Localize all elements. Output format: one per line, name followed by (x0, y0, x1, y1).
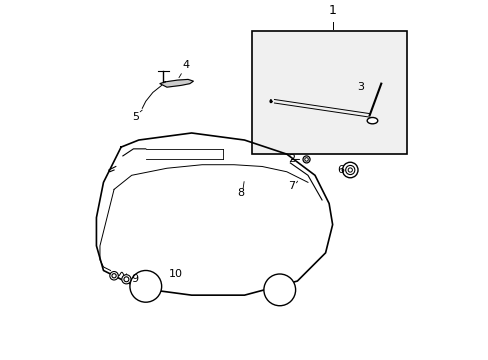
Circle shape (112, 274, 116, 278)
Text: 2: 2 (288, 154, 295, 165)
Text: 9: 9 (131, 274, 139, 284)
Circle shape (122, 275, 131, 284)
Text: 1: 1 (328, 4, 336, 17)
Circle shape (304, 158, 307, 161)
Circle shape (123, 277, 129, 282)
FancyBboxPatch shape (251, 31, 406, 154)
Ellipse shape (366, 117, 377, 124)
Circle shape (303, 156, 309, 163)
Text: 5: 5 (131, 112, 139, 122)
Text: 6: 6 (336, 165, 343, 175)
Polygon shape (160, 80, 193, 87)
Text: 10: 10 (168, 269, 183, 279)
Text: 8: 8 (237, 188, 244, 198)
Circle shape (130, 270, 162, 302)
Text: 4: 4 (183, 60, 189, 70)
Circle shape (264, 274, 295, 306)
Text: 7: 7 (288, 181, 295, 191)
Circle shape (110, 271, 118, 280)
Text: 3: 3 (357, 82, 364, 92)
